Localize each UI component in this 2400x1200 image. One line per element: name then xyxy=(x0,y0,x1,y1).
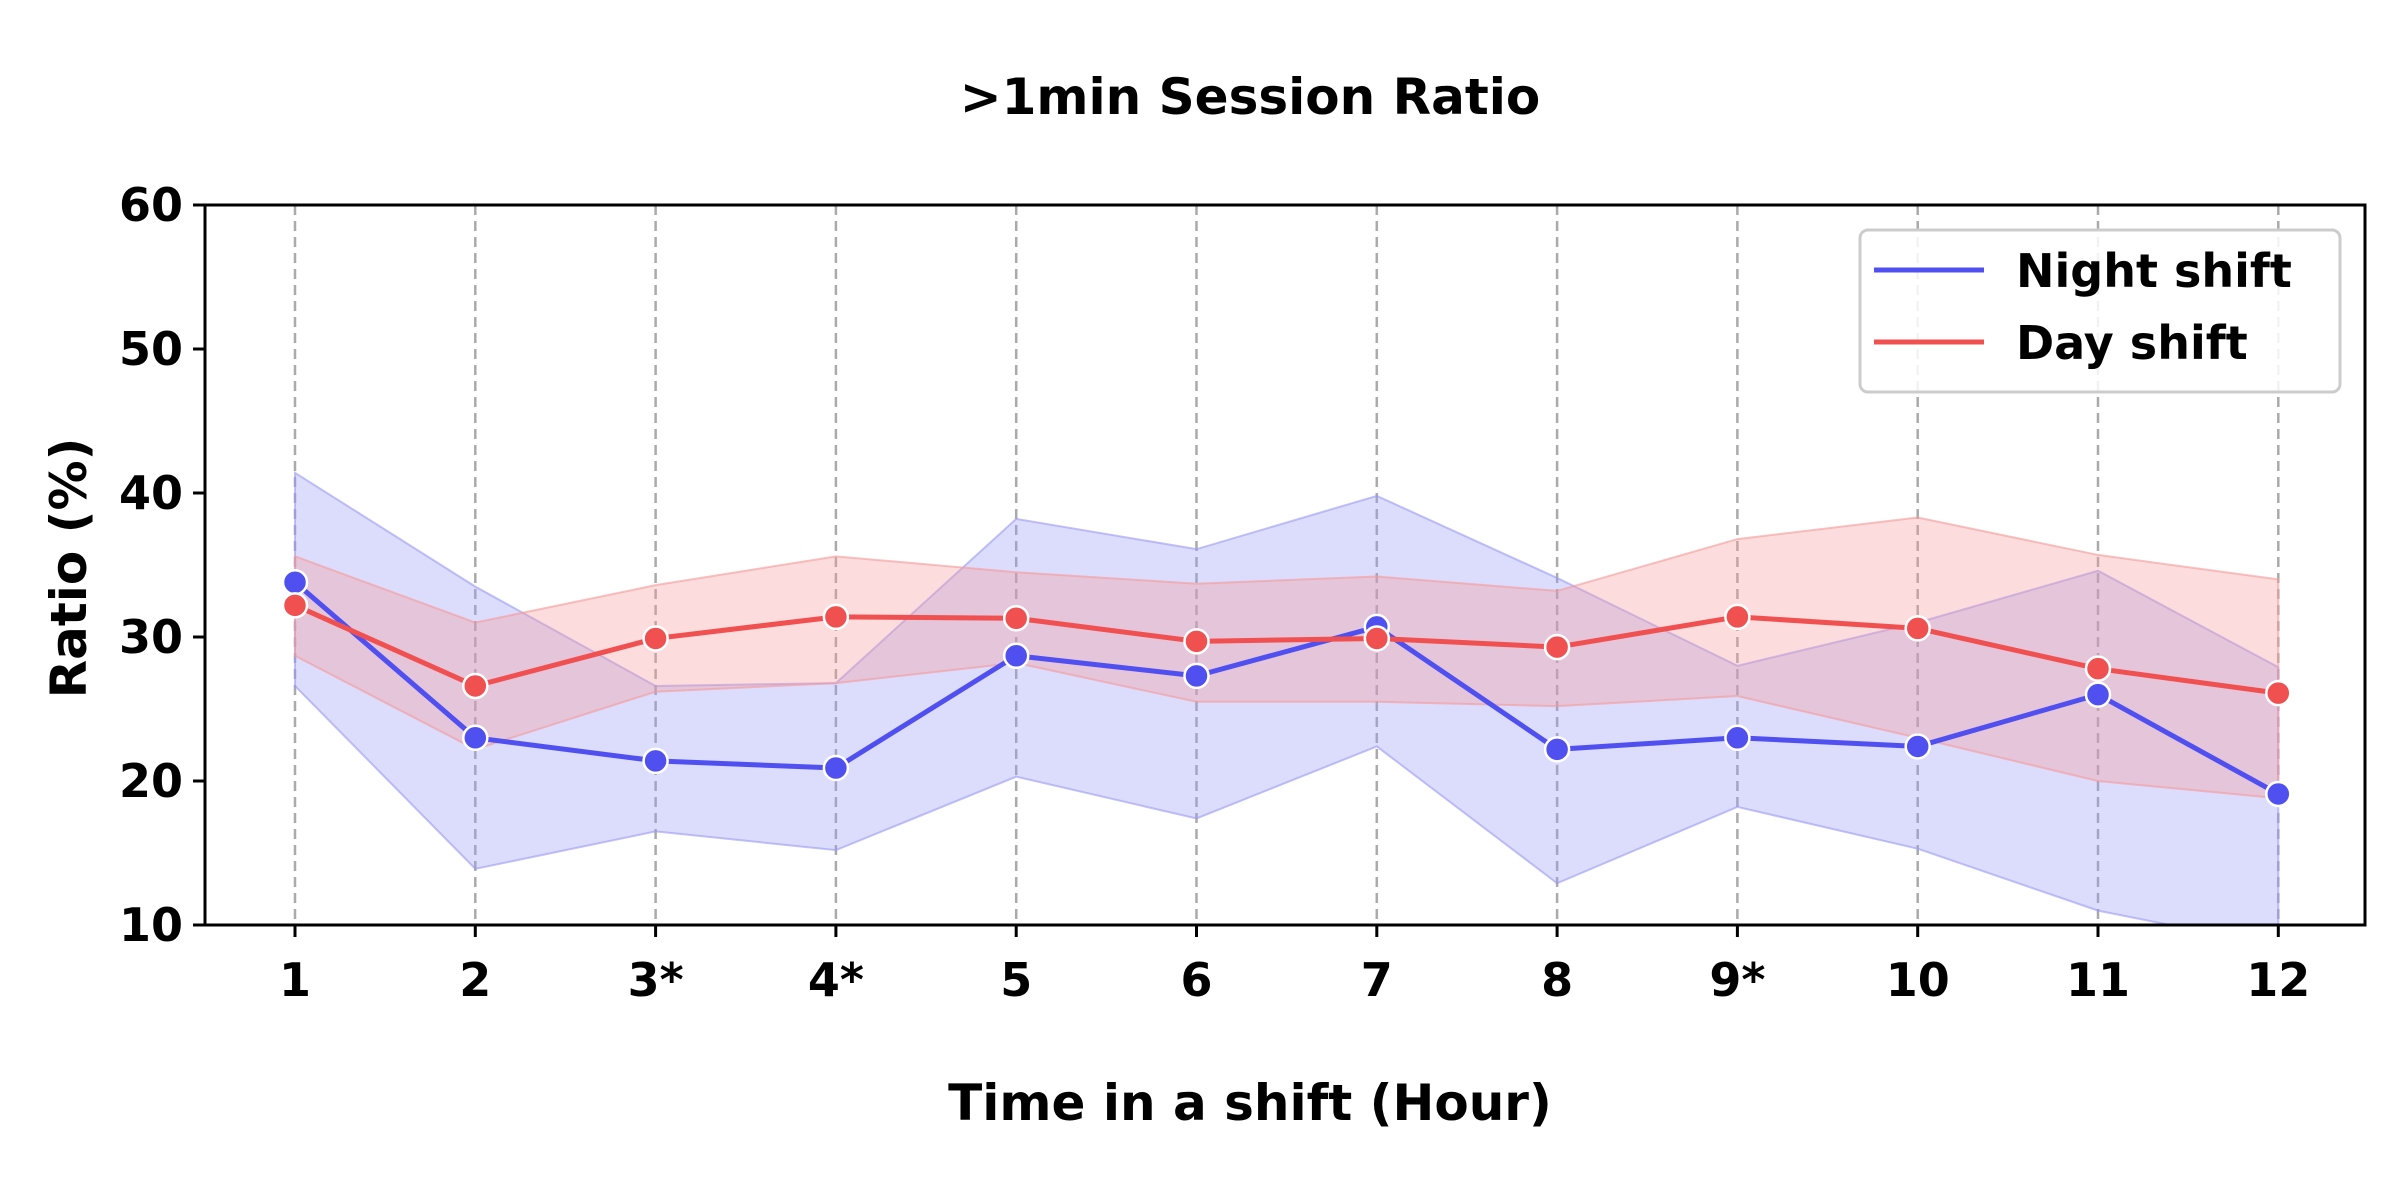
x-tick-label: 9* xyxy=(1709,953,1765,1007)
point-night xyxy=(1904,733,1931,760)
point-day xyxy=(1904,615,1931,642)
x-tick-label: 5 xyxy=(1000,953,1032,1007)
y-tick-label: 10 xyxy=(119,898,183,952)
point-night xyxy=(822,754,850,782)
point-day xyxy=(642,625,669,652)
point-day xyxy=(2265,679,2292,707)
point-day xyxy=(462,672,489,700)
y-tick-label: 40 xyxy=(119,466,183,520)
point-night xyxy=(642,747,669,775)
chart-title: >1min Session Ratio xyxy=(960,68,1541,126)
point-night xyxy=(1183,662,1210,690)
point-day xyxy=(281,592,309,619)
data-points xyxy=(281,569,2292,808)
y-tick-label: 60 xyxy=(119,178,183,232)
y-tick-label: 20 xyxy=(119,754,183,808)
point-day xyxy=(1543,633,1571,661)
point-night xyxy=(2265,780,2292,808)
point-night xyxy=(2084,681,2112,708)
point-night xyxy=(1002,642,1030,669)
point-day xyxy=(1183,628,1210,655)
y-tick-label: 50 xyxy=(119,322,183,376)
x-axis-label: Time in a shift (Hour) xyxy=(948,1074,1552,1132)
point-day xyxy=(2084,655,2112,682)
x-tick-label: 12 xyxy=(2246,953,2310,1007)
point-night xyxy=(1543,736,1571,763)
point-night xyxy=(462,724,489,752)
series-lines xyxy=(293,580,2280,797)
point-day xyxy=(1002,605,1030,632)
line-night xyxy=(293,580,2280,797)
legend: Night shift Day shift xyxy=(1858,228,2342,394)
point-day xyxy=(1724,603,1751,631)
x-tick-label: 2 xyxy=(459,953,491,1007)
y-tick-label: 30 xyxy=(119,610,183,664)
confidence-bands xyxy=(294,471,2280,925)
x-tick-label: 6 xyxy=(1180,953,1212,1007)
band-night xyxy=(294,471,2280,925)
x-tick-label: 4* xyxy=(808,953,864,1007)
point-day xyxy=(822,603,850,631)
x-tick-label: 7 xyxy=(1361,953,1393,1007)
legend-label-day: Day shift xyxy=(2016,316,2248,370)
point-day xyxy=(1363,625,1391,652)
x-tick-label: 8 xyxy=(1541,953,1573,1007)
point-night xyxy=(1724,724,1751,752)
point-night xyxy=(281,569,309,596)
plot-frame xyxy=(203,203,2367,927)
x-tick-label: 10 xyxy=(1886,953,1950,1007)
x-tick-label: 1 xyxy=(279,953,311,1007)
x-tick-label: 3* xyxy=(628,953,684,1007)
y-axis-label: Ratio (%) xyxy=(40,438,98,699)
line-day xyxy=(293,603,2279,696)
x-tick-label: 11 xyxy=(2066,953,2130,1007)
legend-label-night: Night shift xyxy=(2016,244,2292,298)
